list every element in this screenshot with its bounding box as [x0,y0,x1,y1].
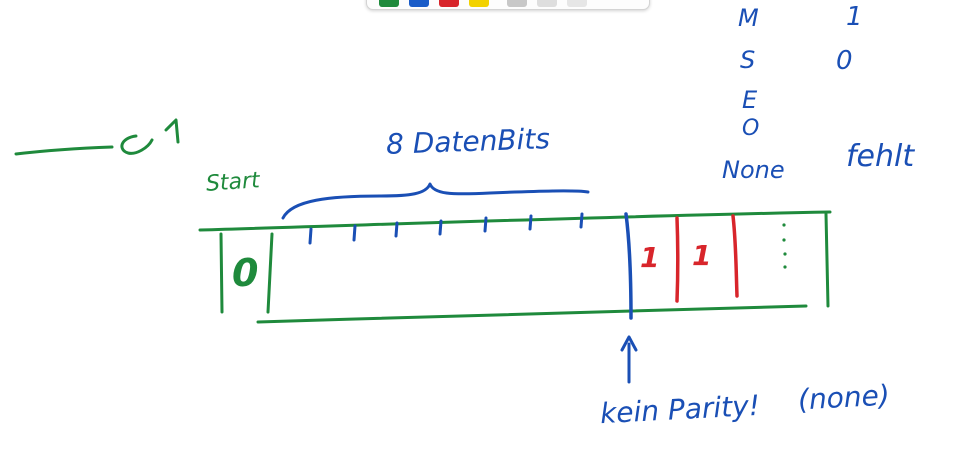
no-parity-label: kein Parity! [599,388,761,431]
yellow-pen-icon[interactable] [469,0,489,7]
pen-toolbar [366,0,650,10]
frame-left-edge [219,232,224,314]
parity-mode-none: None [722,156,785,184]
data-bit-tick-1 [308,227,313,245]
data-bit-tick-5 [483,216,488,233]
parity-arrow-head [620,335,638,352]
stop-bit-divider-1 [675,216,680,303]
data-bits-brace [281,182,590,220]
stop-dot-2 [782,238,786,242]
parity-value-1: 1 [846,2,863,32]
data-bit-tick-4 [438,219,443,236]
parity-mode-s: S [740,46,756,74]
blue-pen-icon[interactable] [409,0,429,7]
data-bit-tick-2 [352,224,357,242]
arrow-head [120,134,154,155]
data-bit-tick-7 [579,212,584,229]
green-pen-icon[interactable] [379,0,399,7]
arrow-value-stroke [164,118,180,144]
grey-pen-icon[interactable] [507,0,527,7]
stop-dot-1 [782,223,786,227]
parity-bit-2: 1 [692,239,712,272]
data-bit-tick-3 [394,221,399,238]
no-parity-note: (none) [797,378,891,417]
data-bit-tick-6 [528,214,533,231]
stop-dot-4 [783,265,787,269]
arrow-target-value: 1 [172,112,173,113]
parity-mode-m: M [738,4,759,32]
stop-bit-divider-2 [731,214,739,298]
parity-value-0: 0 [836,46,853,76]
frame-top-line [198,210,832,232]
arrow-line [14,145,114,156]
frame-right-edge [824,212,830,308]
start-bit-value: 0 [232,251,259,295]
stop-dot-3 [783,252,787,256]
parity-none-value: fehlt [846,139,915,174]
start-bit-divider [266,232,274,314]
frame-bottom-line [256,304,808,324]
data-bits-label: 8 DatenBits [385,122,551,161]
parity-mode-e: E [742,86,758,114]
light-grey-pen-icon[interactable] [537,0,557,7]
parity-bit-1: 1 [640,241,660,274]
parity-mode-o: O [742,116,760,141]
red-pen-icon[interactable] [439,0,459,7]
start-label: Start [205,168,261,197]
eraser-icon[interactable] [567,0,587,7]
parity-divider [624,212,633,320]
